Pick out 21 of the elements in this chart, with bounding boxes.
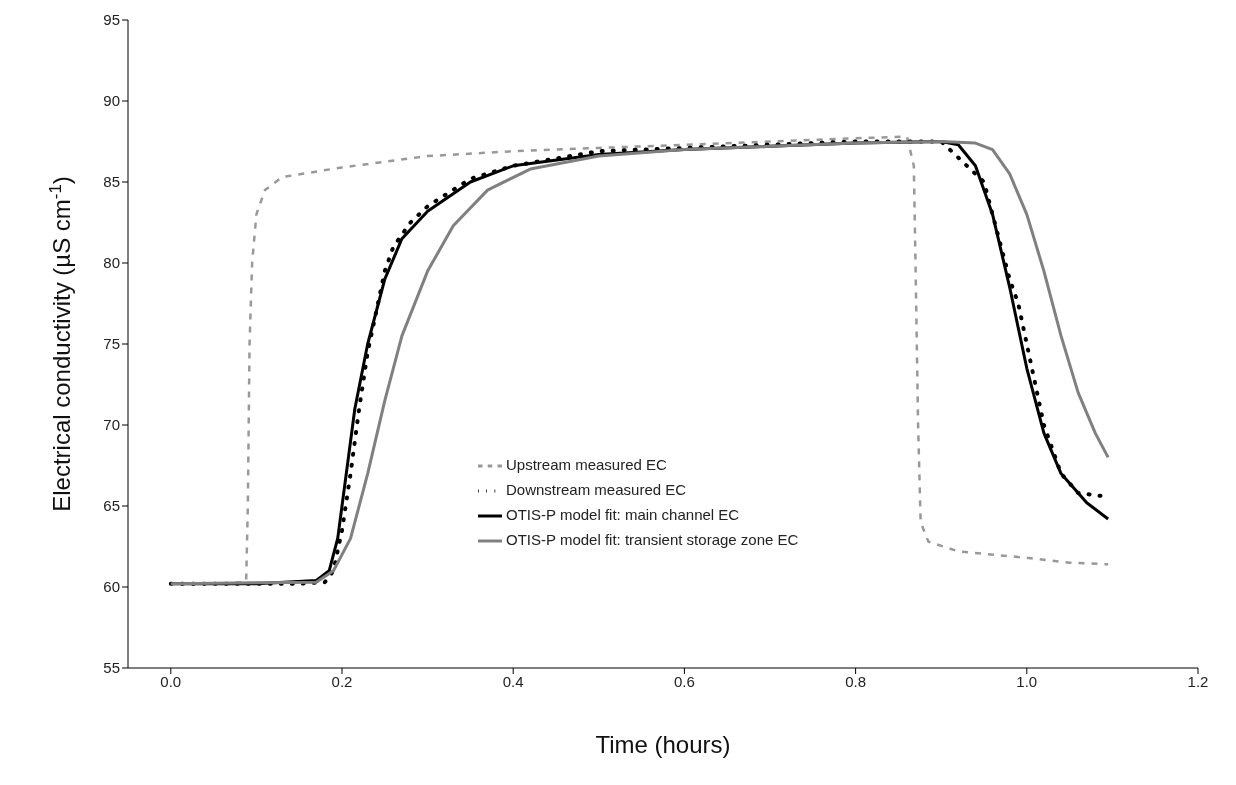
x-axis-title: Time (hours) (595, 731, 731, 758)
x-tick-label: 1.2 (1187, 672, 1209, 690)
y-tick-label: 95 (103, 11, 120, 29)
x-tick-label: 1.0 (1016, 672, 1038, 690)
y-tick-label: 75 (103, 335, 120, 353)
x-tick-label: 0.2 (331, 672, 353, 690)
y-tick-label: 60 (103, 578, 120, 596)
x-tick-label: 0.8 (845, 672, 867, 690)
x-tick-label: 0.0 (160, 672, 182, 690)
legend-label: OTIS-P model fit: main channel EC (506, 506, 740, 524)
y-tick-label: 80 (103, 254, 120, 272)
legend-label: Downstream measured EC (506, 481, 687, 499)
x-tick-label: 0.6 (673, 672, 695, 690)
x-tick-label: 0.4 (502, 672, 524, 690)
legend-label: Upstream measured EC (506, 456, 667, 473)
legend-label: OTIS-P model fit: transient storage zone EC (506, 531, 799, 549)
y-tick-label: 55 (103, 659, 120, 677)
y-tick-label: 65 (103, 497, 120, 515)
y-tick-label: 90 (103, 92, 120, 110)
y-tick-label: 70 (103, 416, 120, 434)
y-tick-label: 85 (103, 173, 120, 191)
